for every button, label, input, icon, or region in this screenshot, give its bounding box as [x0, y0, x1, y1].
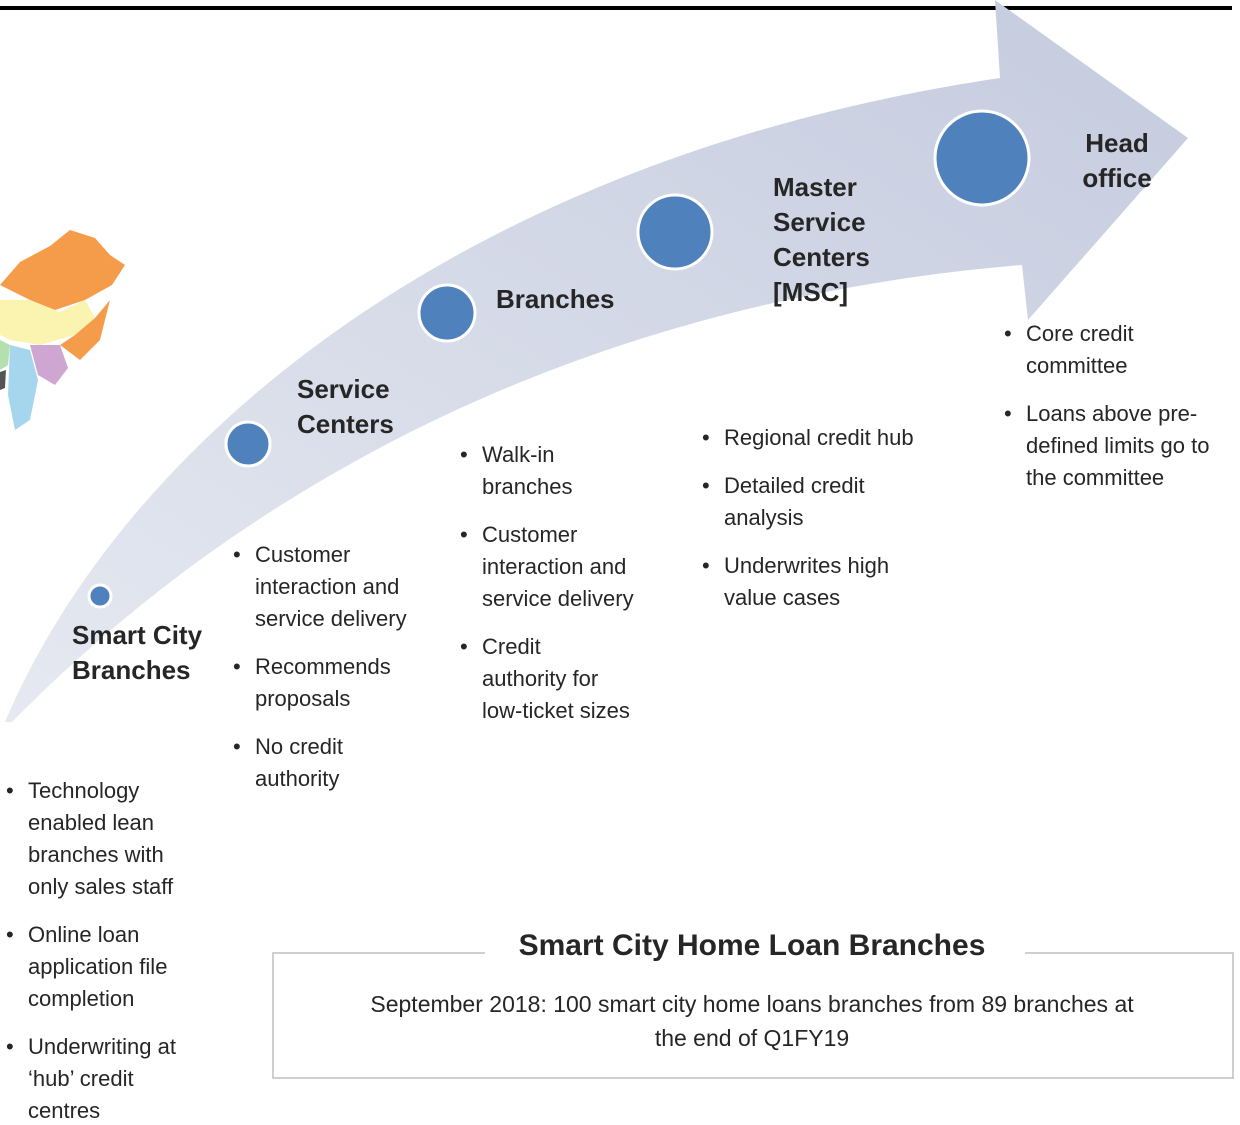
bullet-text: Underwriting at	[28, 1034, 176, 1059]
bullet-text: Walk-in	[482, 442, 555, 467]
bullet-text: committee	[1026, 353, 1127, 378]
bullet-dot: •	[460, 634, 468, 659]
bullet-dot: •	[233, 542, 241, 567]
bullet-dot: •	[702, 473, 710, 498]
bullet-dot: •	[233, 654, 241, 679]
bullet-text: Underwrites high	[724, 553, 889, 578]
bullet-text: Regional credit hub	[724, 425, 914, 450]
stage-label: Service	[773, 207, 866, 237]
stage-label: Master	[773, 172, 857, 202]
stage-label: Service	[297, 374, 390, 404]
stage-label: Centers	[773, 242, 870, 272]
bullet-text: analysis	[724, 505, 803, 530]
bullet-text: value cases	[724, 585, 840, 610]
stage-node	[636, 193, 714, 271]
stage-node	[87, 583, 113, 609]
map	[0, 230, 125, 430]
bullet-dot: •	[1004, 401, 1012, 426]
box-text: the end of Q1FY19	[655, 1025, 849, 1051]
bullet-text: Loans above pre-	[1026, 401, 1197, 426]
stage-node	[417, 283, 477, 343]
bullet-text: branches	[482, 474, 573, 499]
bullet-dot: •	[6, 1034, 14, 1059]
bullet-dot: •	[6, 922, 14, 947]
bullet-text: completion	[28, 986, 134, 1011]
bullet-dot: •	[460, 522, 468, 547]
bullet-text: interaction and	[255, 574, 399, 599]
bullet-text: service delivery	[482, 586, 634, 611]
box-title: Smart City Home Loan Branches	[519, 929, 986, 962]
bullet-dot: •	[702, 553, 710, 578]
title-mask	[485, 928, 1025, 968]
bullet-text: the committee	[1026, 465, 1164, 490]
bullet-text: authority	[255, 766, 339, 791]
bullet-text: Detailed credit	[724, 473, 865, 498]
stage-label: office	[1082, 163, 1151, 193]
bullet-text: proposals	[255, 686, 350, 711]
bullet-text: Recommends	[255, 654, 391, 679]
stage-label: Branches	[72, 655, 191, 685]
growth-arrow	[5, 0, 1188, 722]
bullet-text: service delivery	[255, 606, 407, 631]
bullet-text: defined limits go to	[1026, 433, 1209, 458]
bullet-dot: •	[233, 734, 241, 759]
bullet-dot: •	[460, 442, 468, 467]
stage-label: [MSC]	[773, 277, 848, 307]
bullet-text: Customer	[255, 542, 350, 567]
bullet-text: enabled lean	[28, 810, 154, 835]
bullet-text: Technology	[28, 778, 139, 803]
stage-label: Smart City	[72, 620, 203, 650]
stage-label: Centers	[297, 409, 394, 439]
stage-node	[933, 109, 1031, 207]
stage-node	[224, 420, 272, 468]
summary-box	[272, 952, 1234, 1079]
bullet-dot: •	[702, 425, 710, 450]
bullet-text: application file	[28, 954, 167, 979]
bullet-dot: •	[1004, 321, 1012, 346]
bullet-text: branches with	[28, 842, 164, 867]
bullet-text: Customer	[482, 522, 577, 547]
bullet-text: Core credit	[1026, 321, 1134, 346]
bullet-text: Online loan	[28, 922, 139, 947]
bullet-text: interaction and	[482, 554, 626, 579]
stage-label: Branches	[496, 284, 615, 314]
bullet-text: centres	[28, 1098, 100, 1123]
bullet-text: ‘hub’ credit	[28, 1066, 134, 1091]
box-text: September 2018: 100 smart city home loan…	[370, 991, 1134, 1017]
bullet-text: authority for	[482, 666, 598, 691]
bullet-text: only sales staff	[28, 874, 174, 899]
bullet-text: low-ticket sizes	[482, 698, 630, 723]
bullet-text: No credit	[255, 734, 343, 759]
bullet-dot: •	[6, 778, 14, 803]
bullet-text: Credit	[482, 634, 541, 659]
stage-label: Head	[1085, 128, 1149, 158]
